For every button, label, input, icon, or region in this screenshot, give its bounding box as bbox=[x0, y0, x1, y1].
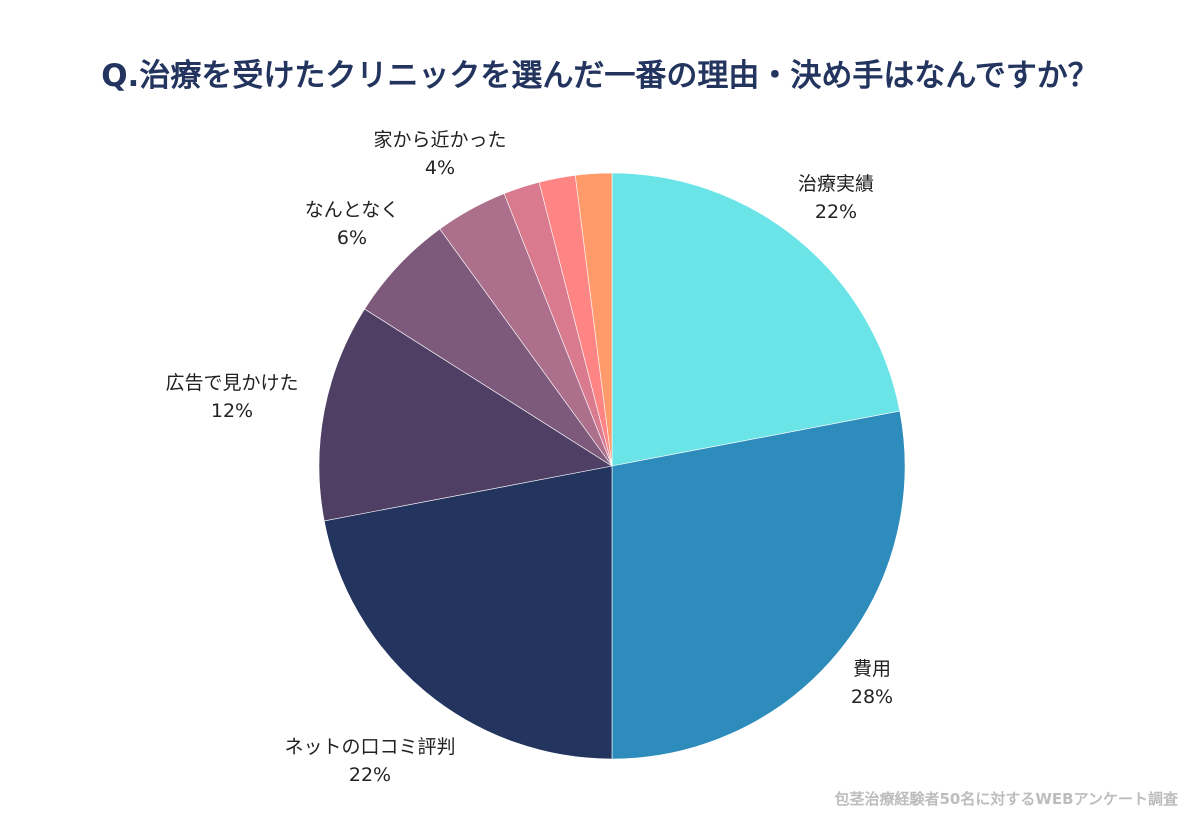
slice-label-cost: 費用 28% bbox=[851, 655, 893, 711]
chart-title: Q.治療を受けたクリニックを選んだ一番の理由・決め手はなんですか？ bbox=[101, 58, 1099, 94]
label-name: 広告で見かけた bbox=[165, 372, 299, 394]
label-name: 費用 bbox=[852, 658, 892, 680]
label-name: 治療実績 bbox=[797, 173, 875, 195]
label-percent: 28% bbox=[850, 686, 894, 708]
pie-slices bbox=[318, 172, 906, 760]
slice-label-online-reviews: ネットの口コミ評判 22% bbox=[284, 733, 455, 789]
label-percent: 4% bbox=[424, 157, 456, 179]
pie-slice bbox=[611, 172, 901, 467]
slice-label-treatment-record: 治療実績 22% bbox=[798, 170, 874, 226]
slice-label-close-to-home: 家から近かった 4% bbox=[373, 126, 506, 182]
label-percent: 12% bbox=[210, 400, 254, 422]
label-name: なんとなく bbox=[304, 199, 400, 221]
label-percent: 22% bbox=[348, 764, 392, 786]
label-name: ネットの口コミ評判 bbox=[284, 736, 456, 758]
label-percent: 6% bbox=[336, 227, 368, 249]
slice-label-saw-ad: 広告で見かけた 12% bbox=[165, 369, 298, 425]
label-name: 家から近かった bbox=[373, 129, 507, 151]
slice-label-no-reason: なんとなく 6% bbox=[305, 196, 399, 252]
source-note: 包茎治療経験者50名に対するWEBアンケート調査 bbox=[834, 790, 1178, 808]
pie-slice bbox=[574, 172, 613, 467]
label-percent: 22% bbox=[814, 201, 858, 223]
pie-slice bbox=[323, 465, 613, 760]
pie-slice bbox=[611, 410, 906, 760]
pie-slice bbox=[318, 308, 613, 522]
